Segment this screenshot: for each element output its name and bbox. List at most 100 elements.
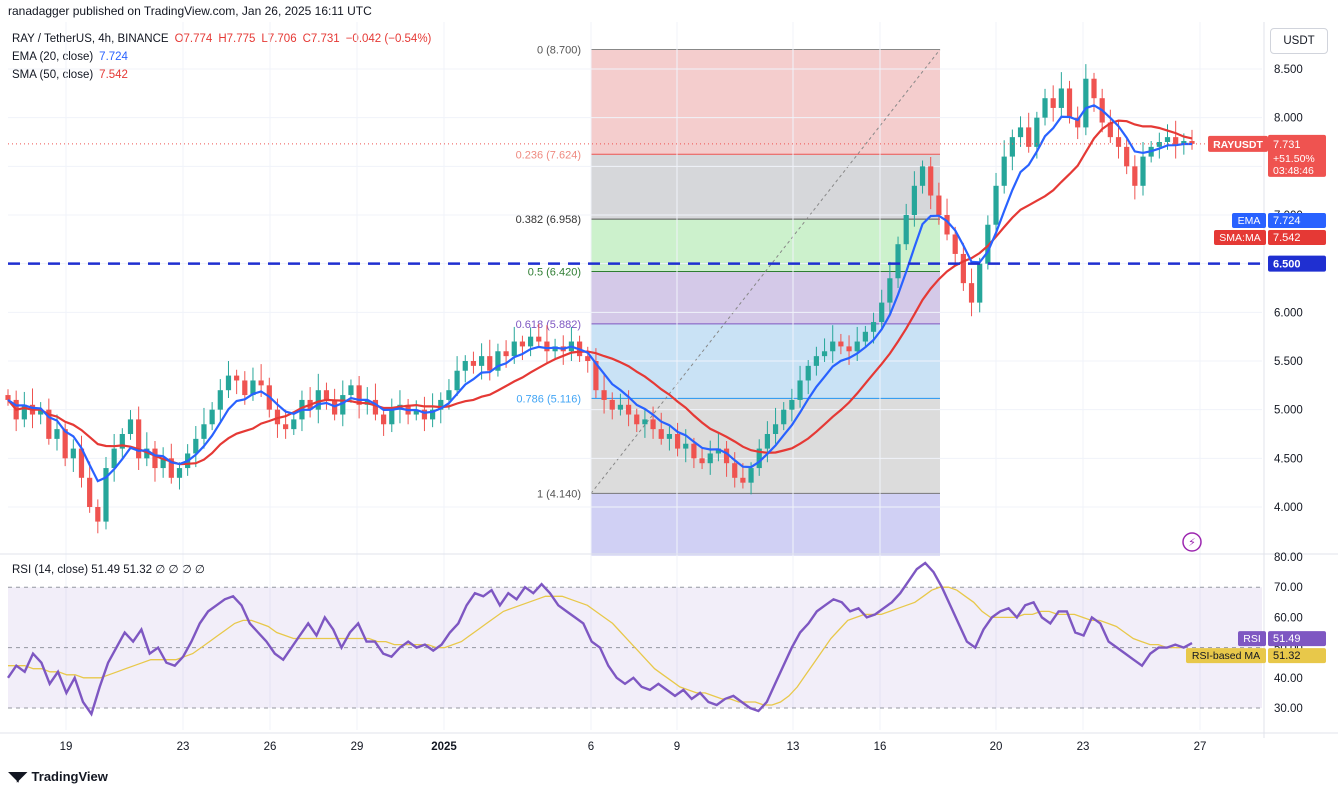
ema-value-tag: 7.724	[1273, 215, 1301, 227]
rsi-legend[interactable]: RSI (14, close) 51.49 51.32 ∅ ∅ ∅ ∅	[12, 562, 205, 576]
fibonacci-retracement[interactable]: 0 (8.700) 0.236 (7.624) 0.382 (6.958) 0.5 (…	[516, 45, 941, 556]
candle-body	[585, 356, 591, 361]
price-axis-tick: 4.500	[1274, 453, 1303, 465]
price-axis-tick: 8.000	[1274, 113, 1303, 125]
moving-averages[interactable]: ⚡	[7, 104, 1262, 552]
candle-body	[283, 424, 289, 430]
candle-body	[674, 434, 681, 449]
currency-unit-button[interactable]: USDT	[1270, 28, 1328, 54]
candle-body	[176, 468, 183, 478]
symbol-label[interactable]: RAY / TetherUS, 4h, BINANCE	[12, 33, 169, 45]
rsi-axis-tick: 30.00	[1274, 703, 1303, 715]
candle-body	[617, 404, 624, 410]
fib-level-label: 0 (8.700)	[537, 45, 581, 57]
candle-body	[1050, 98, 1056, 108]
fib-zone	[591, 154, 940, 220]
candle-body	[756, 448, 762, 469]
candle-body	[1164, 137, 1171, 142]
tradingview-logo[interactable]: ◥◤ TradingView	[8, 768, 108, 785]
time-axis-tick: 26	[264, 741, 277, 753]
ema-legend-row[interactable]: EMA (20, close) 7.724	[12, 48, 431, 66]
candle-body	[1132, 166, 1138, 186]
candle-body	[691, 443, 697, 459]
sma-legend-row[interactable]: SMA (50, close) 7.542	[12, 66, 431, 84]
candle-body	[1042, 98, 1048, 118]
ema-tag-bg	[1232, 213, 1266, 228]
rsi-ma-value-tag-bg	[1268, 648, 1326, 664]
candle-body	[95, 507, 101, 522]
rsi-pane[interactable]	[7, 561, 1262, 717]
candle-body	[1091, 78, 1097, 99]
candle-body	[1124, 146, 1130, 167]
candle-body	[136, 419, 142, 459]
tradingview-logo-text: TradingView	[31, 769, 108, 784]
candle-body	[381, 414, 387, 425]
candle-body	[536, 336, 542, 342]
candle-body	[234, 375, 240, 381]
rsi-axis-tick: 60.00	[1274, 612, 1303, 624]
fib-level-label: 1 (4.140)	[537, 488, 581, 500]
candle-body	[250, 380, 256, 396]
rayusdt-tag-bg	[1208, 135, 1268, 152]
rsi-legend-value: 51.49	[91, 564, 121, 576]
candle-body	[805, 365, 811, 381]
candle-body	[38, 409, 44, 415]
rsi-ma-line	[8, 586, 1193, 706]
candle-body	[372, 399, 379, 415]
candle-body	[740, 477, 746, 483]
price-axis-tick: 8.500	[1274, 64, 1303, 76]
candle-body	[21, 404, 27, 420]
candle-body	[960, 253, 966, 284]
candle-body	[87, 477, 93, 507]
candle-body	[1017, 127, 1024, 138]
countdown-tag: 03:48:46	[1273, 165, 1314, 177]
candle-body	[797, 380, 803, 400]
fib-level-label: 0.236 (7.624)	[516, 149, 581, 161]
candle-body	[46, 409, 52, 439]
candle-body	[127, 419, 134, 434]
candle-body	[1034, 117, 1040, 147]
candle-body	[1107, 122, 1113, 138]
fib-level-label: 0.618 (5.882)	[516, 319, 581, 331]
candle-body	[870, 322, 877, 332]
time-axis-tick: 9	[674, 741, 680, 753]
time-axis-tick: 23	[177, 741, 190, 753]
candle-body	[152, 448, 158, 469]
attribution-text: ranadagger published on TradingView.com,…	[8, 4, 372, 18]
candle-body	[119, 434, 125, 449]
time-axis-tick: 19	[60, 741, 73, 753]
candle-body	[707, 453, 713, 464]
candle-body	[430, 409, 436, 420]
candle-body	[666, 434, 673, 439]
candle-body	[1009, 137, 1015, 157]
candle-body	[1140, 156, 1146, 186]
candle-body	[887, 278, 893, 303]
candle-body	[928, 166, 934, 196]
level-tag-bg	[1268, 255, 1326, 272]
candle-body	[209, 409, 215, 425]
candle-body	[732, 463, 738, 478]
candle-body	[495, 351, 501, 371]
candle-body	[160, 458, 166, 469]
candle-body	[103, 468, 109, 522]
rsi-value-tag: 51.49	[1273, 633, 1301, 645]
candle-body	[968, 283, 975, 303]
candle-body	[274, 409, 281, 425]
candle-body	[846, 346, 852, 352]
candle-body	[813, 356, 819, 366]
candle-body	[936, 195, 942, 215]
rsi-axis-tick: 40.00	[1274, 673, 1303, 685]
time-axis-tick: 2025	[431, 741, 457, 753]
rsi-ma-legend-value: 51.32	[123, 564, 153, 576]
fib-zone	[591, 493, 940, 556]
candle-body	[519, 341, 526, 347]
candle-body	[683, 443, 689, 449]
sma-legend-label: SMA (50, close)	[12, 69, 94, 81]
candle-body	[593, 361, 599, 391]
open-value: O7.774	[174, 33, 213, 45]
candle-body	[1156, 142, 1162, 147]
candle-body	[993, 185, 999, 225]
ema-value-tag-bg	[1268, 213, 1326, 228]
candle-body	[144, 448, 150, 459]
